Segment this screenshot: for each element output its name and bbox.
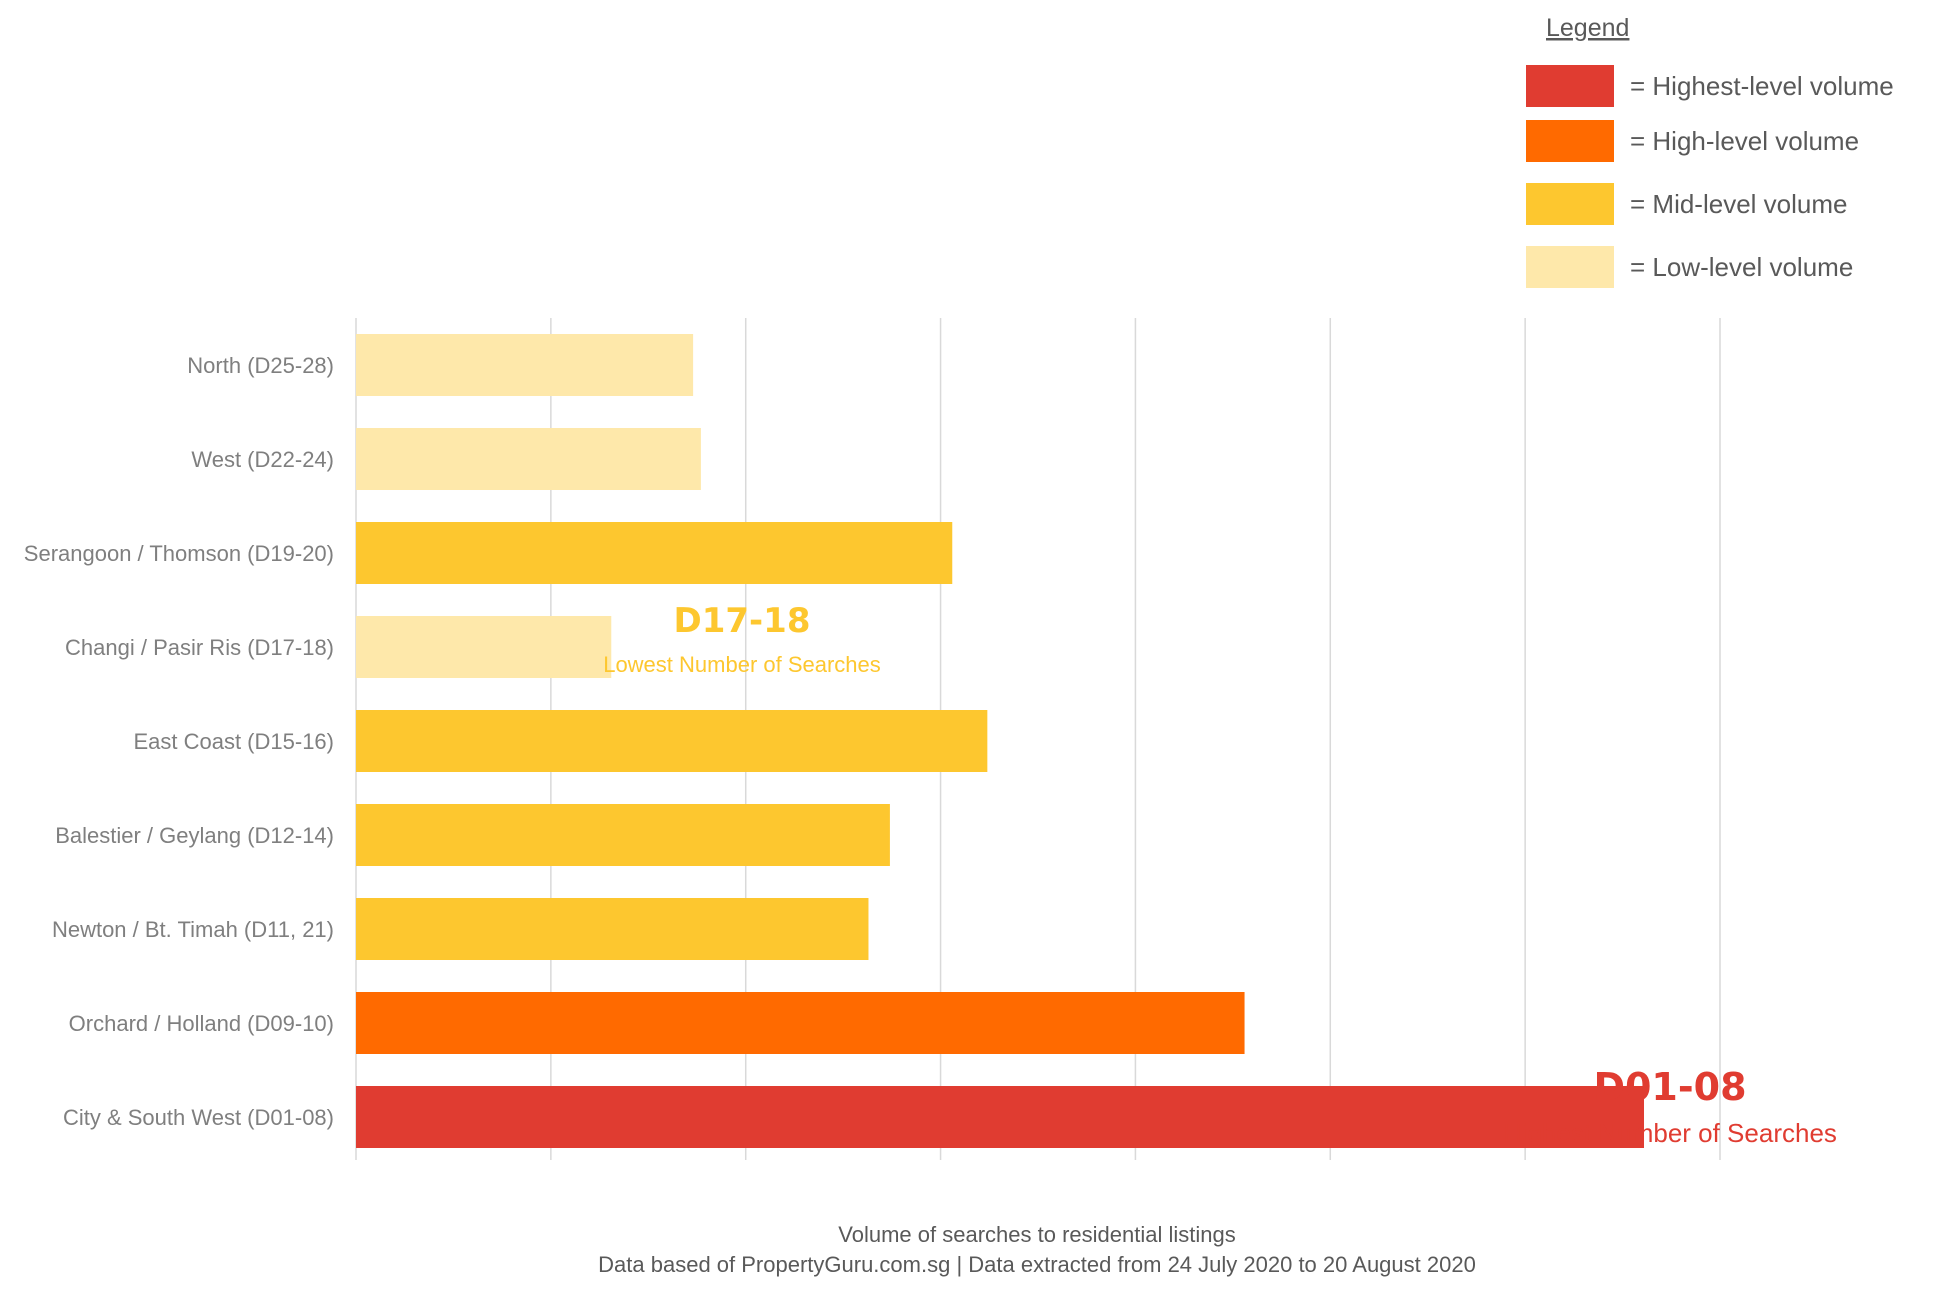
legend-swatch [1526,120,1614,162]
bar [356,522,953,584]
bar [356,804,890,866]
annotation-lowest-code: D17-18 [674,601,811,641]
category-label: East Coast (D15-16) [133,729,334,754]
legend: Legend = Highest-level volume = High-leve… [1526,14,1894,288]
legend-title: Legend [1546,14,1629,42]
legend-swatch [1526,183,1614,225]
category-label: Newton / Bt. Timah (D11, 21) [52,917,334,942]
category-label: North (D25-28) [187,353,334,378]
bar [356,710,988,772]
annotation-lowest-text: Lowest Number of Searches [603,652,881,677]
legend-label: = High-level volume [1630,126,1859,156]
category-label: Changi / Pasir Ris (D17-18) [65,635,334,660]
bar [356,334,694,396]
category-label: West (D22-24) [191,447,334,472]
category-label: Orchard / Holland (D09-10) [69,1011,334,1036]
annotations: D17-18 Lowest Number of Searches D01-08 … [603,601,1837,1148]
category-labels: North (D25-28) West (D22-24) Serangoon / T… [24,353,334,1130]
legend-label: = Low-level volume [1630,252,1853,282]
bar [356,992,1245,1054]
annotation-highest-code: D01-08 [1593,1065,1746,1109]
legend-label: = Mid-level volume [1630,189,1847,219]
category-label: Balestier / Geylang (D12-14) [55,823,334,848]
caption-line-2: Data based of PropertyGuru.com.sg | Data… [598,1252,1476,1277]
bar [356,898,869,960]
category-label: City & South West (D01-08) [63,1105,334,1130]
caption-line-1: Volume of searches to residential listin… [838,1222,1235,1247]
bar [356,1086,1645,1148]
legend-label: = Highest-level volume [1630,71,1894,101]
annotation-highest-text: Highest Number of Searches [1503,1118,1837,1148]
bar [356,616,612,678]
bar [356,428,701,490]
legend-swatch [1526,65,1614,107]
category-label: Serangoon / Thomson (D19-20) [24,541,334,566]
legend-swatch [1526,246,1614,288]
bars [356,334,1645,1148]
